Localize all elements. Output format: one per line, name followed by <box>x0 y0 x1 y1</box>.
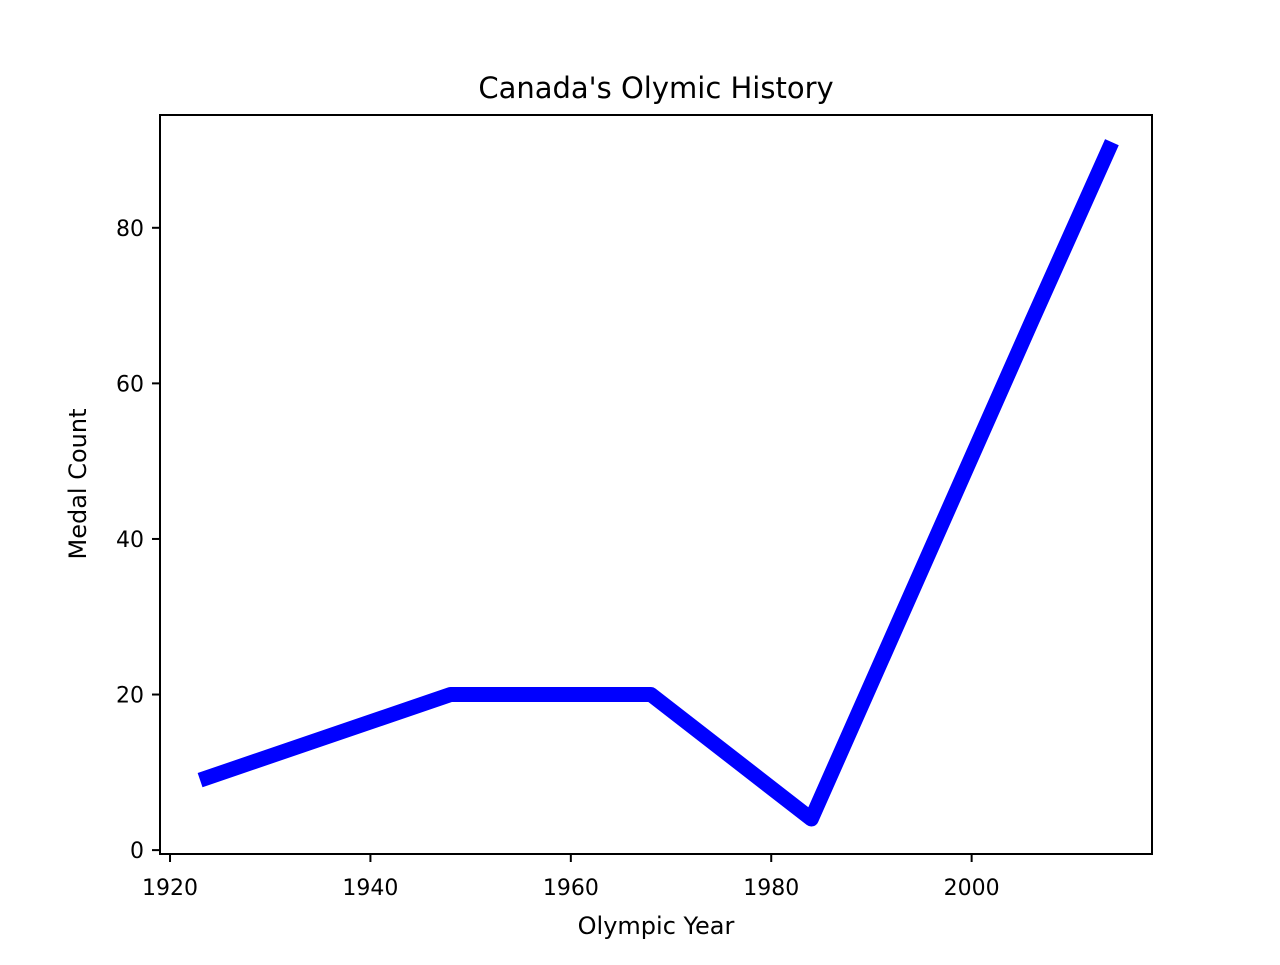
y-axis-label: Medal Count <box>64 409 92 560</box>
x-tick-label: 1980 <box>743 876 799 901</box>
x-tick-label: 1960 <box>543 876 599 901</box>
y-tick-label: 40 <box>116 528 144 553</box>
x-tick-label: 2000 <box>944 876 1000 901</box>
axes-frame <box>159 114 1153 855</box>
x-tick-label: 1940 <box>342 876 398 901</box>
y-tick-label: 60 <box>116 372 144 397</box>
plot-area: 1920 1940 1960 1980 2000 0 20 40 60 80 <box>116 114 1153 901</box>
series-line-0 <box>197 139 1119 827</box>
x-axis-label: Olympic Year <box>578 912 735 940</box>
y-tick-label: 20 <box>116 684 144 709</box>
y-tick-label: 80 <box>116 217 144 242</box>
chart-title: Canada's Olymic History <box>478 71 833 105</box>
x-tick-label: 1920 <box>142 876 198 901</box>
y-tick-label: 0 <box>130 839 144 864</box>
